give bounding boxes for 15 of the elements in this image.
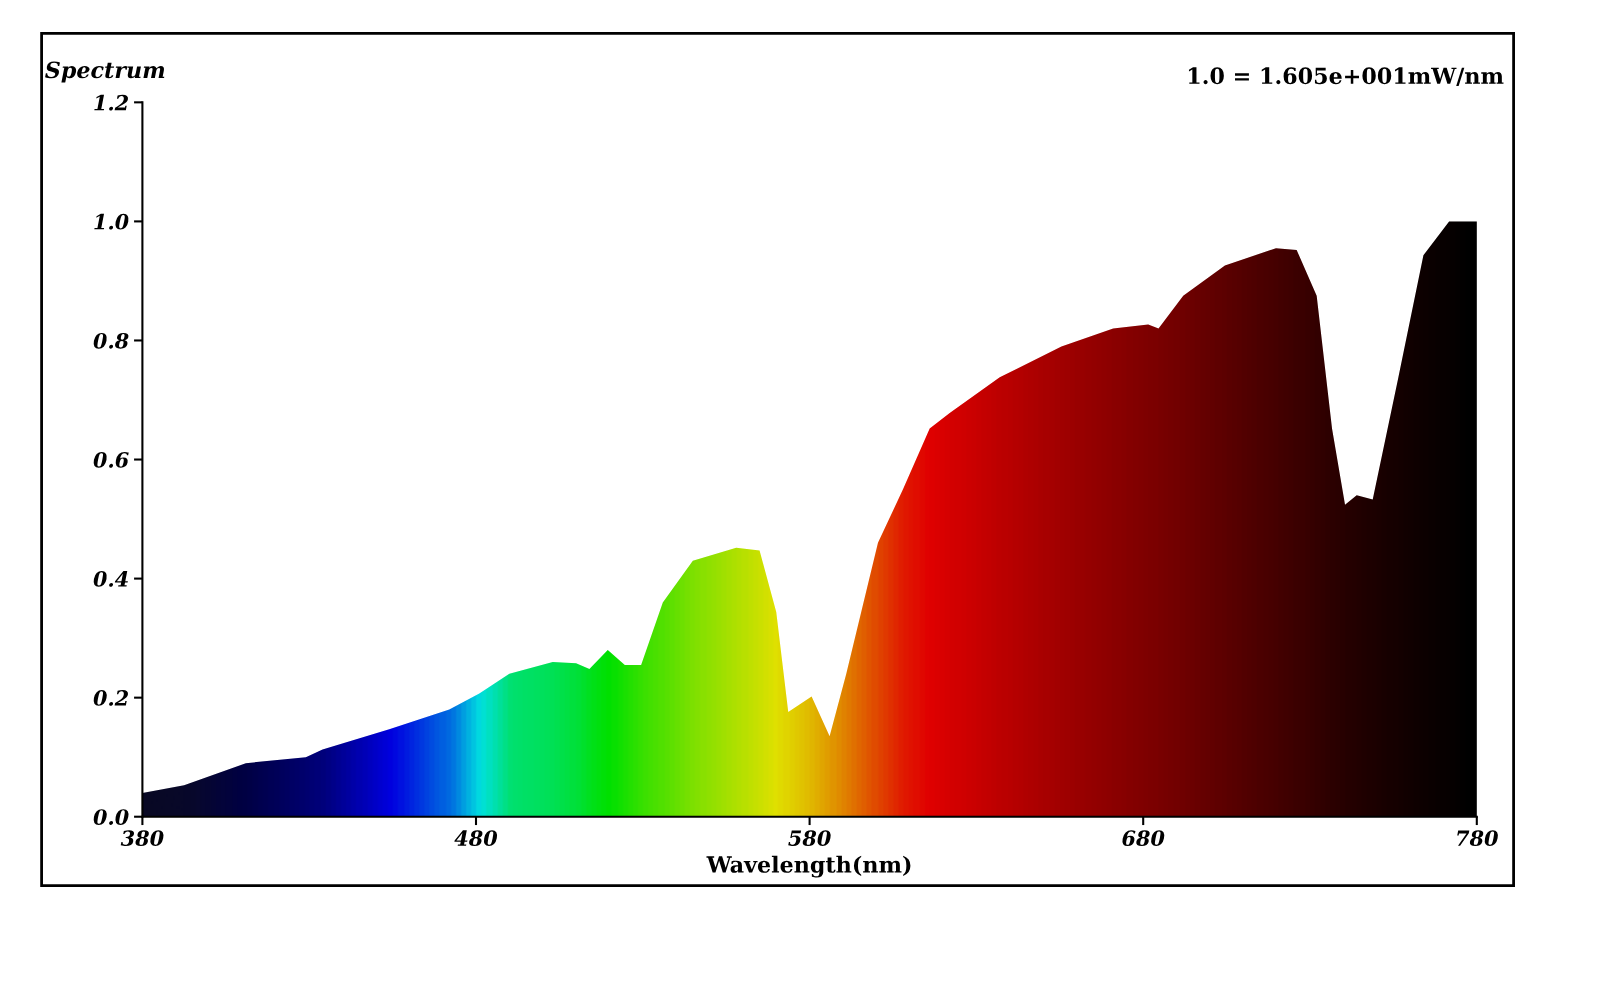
y-axis-title: Spectrum — [45, 61, 165, 83]
y-tick-label: 0.0 — [93, 809, 129, 825]
x-tick-label: 480 — [454, 830, 498, 847]
y-tick-label: 0.6 — [93, 451, 129, 468]
text: 1.0 = 1.605e+001mW/nm — [1188, 67, 1504, 86]
y-tick-label: 1.2 — [94, 94, 129, 111]
y-tick-label: 1.0 — [94, 213, 129, 230]
x-tick-label: 780 — [1457, 830, 1498, 847]
y-tick-label: 0.2 — [93, 690, 129, 706]
x-tick-label: 380 — [120, 830, 164, 847]
x-tick-label: 580 — [788, 830, 831, 847]
y-tick-label: 0.8 — [93, 332, 129, 349]
x-axis-title: Wavelength(nm) — [706, 855, 911, 878]
x-tick-label: 680 — [1122, 830, 1165, 847]
y-tick-label: 0.4 — [93, 571, 128, 587]
